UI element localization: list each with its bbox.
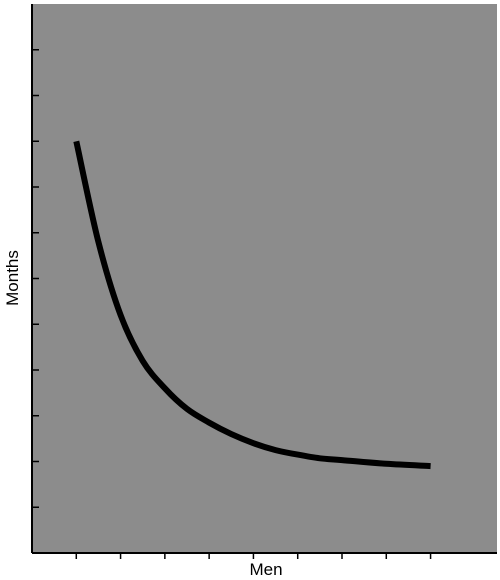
x-axis-label: Men bbox=[249, 560, 282, 579]
plot-area bbox=[32, 4, 497, 553]
y-axis-label: Months bbox=[3, 250, 22, 306]
series-line bbox=[73, 140, 431, 470]
